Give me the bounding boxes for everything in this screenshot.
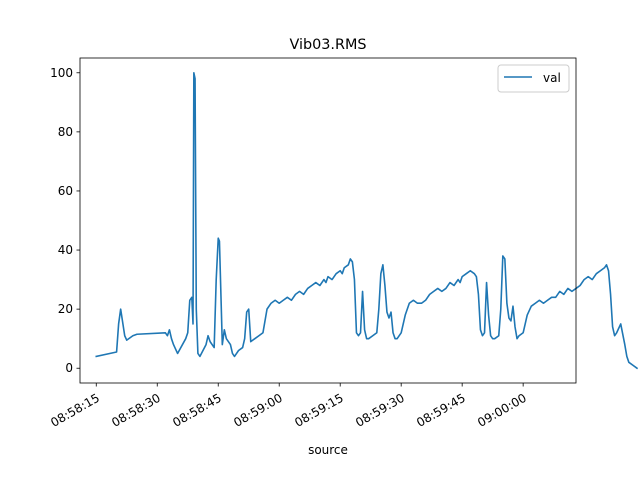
legend-label-val: val (543, 71, 561, 85)
y-tick-label: 0 (65, 361, 73, 375)
y-tick-label: 20 (58, 302, 73, 316)
series-layer (95, 71, 639, 370)
y-tick-label: 80 (58, 125, 73, 139)
y-tick-label: 100 (50, 66, 73, 80)
legend: val (497, 64, 570, 93)
y-axis-ticks: 0 20 40 60 80 100 (50, 66, 80, 375)
y-tick-label: 40 (58, 243, 73, 257)
legend-box (497, 64, 570, 93)
series-line-val (95, 71, 639, 370)
axes-frame (79, 57, 577, 384)
x-axis-label: source (308, 443, 348, 457)
y-tick-label: 60 (58, 184, 73, 198)
chart-title: Vib03.RMS (289, 37, 366, 53)
